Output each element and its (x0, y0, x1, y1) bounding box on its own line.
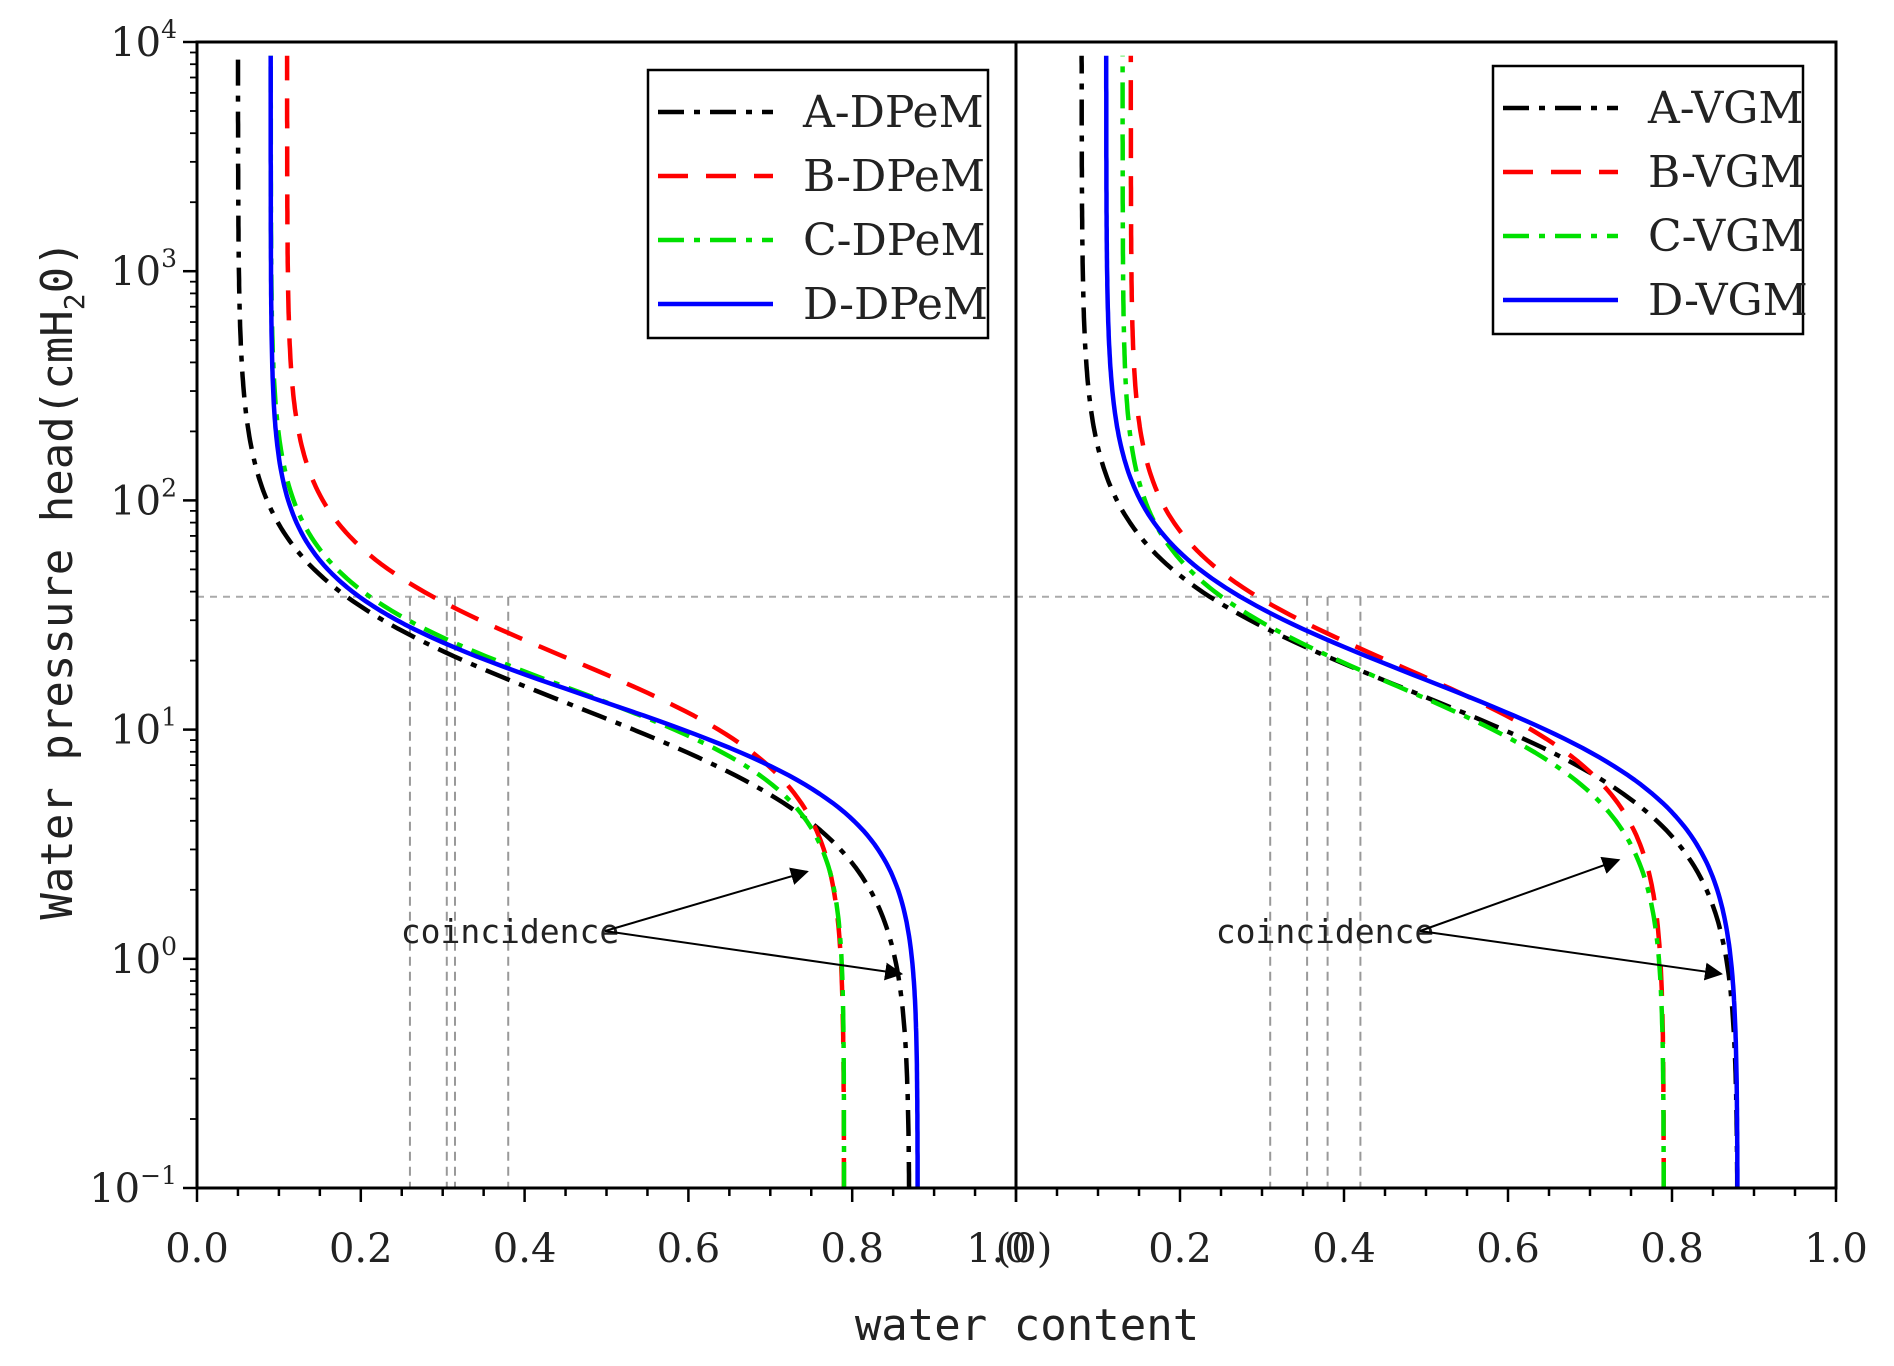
y-tick-label: 103 (110, 244, 177, 295)
legend-label-b-dpem: B-DPeM (803, 151, 985, 202)
legend-box (646, 68, 990, 340)
legend-label-d-vgm: D-VGM (1648, 275, 1808, 326)
x-tick-label: (0) (996, 1226, 1053, 1272)
series-line-a-vgm (1079, 55, 1740, 1188)
x-tick-label: 0.4 (493, 1226, 557, 1272)
x-axis-title: water content (855, 1300, 1199, 1351)
x-tick-label: 0.8 (1640, 1226, 1704, 1272)
annotation-arrow-2 (604, 930, 904, 981)
legend-label-a-dpem: A-DPeM (802, 87, 984, 138)
legend-box (1491, 64, 1805, 336)
annotation-arrow-2 (1419, 930, 1723, 981)
annotation-coincidence: coincidence (1216, 912, 1435, 951)
series-line-d-vgm (1103, 55, 1740, 1188)
x-tick-label: 0.2 (329, 1226, 393, 1272)
y-tick-label: 101 (110, 703, 177, 754)
x-tick-label: 1.0 (966, 1226, 1030, 1272)
annotation-arrow-1 (1419, 856, 1621, 932)
series-line-b-dpem (284, 55, 847, 1188)
y-tick-label: 10−1 (89, 1161, 177, 1212)
series-line-c-vgm (1120, 55, 1666, 1188)
x-tick-label: 0.6 (657, 1226, 721, 1272)
x-tick-label: 0.8 (820, 1226, 884, 1272)
x-tick-label: 0.0 (165, 1226, 229, 1272)
y-tick-label: 104 (110, 15, 177, 66)
series-line-d-dpem (268, 55, 920, 1188)
x-tick-label: 1.0 (1804, 1226, 1868, 1272)
legend-label-b-vgm: B-VGM (1648, 147, 1805, 198)
legend-label-a-vgm: A-VGM (1647, 83, 1803, 134)
annotation-arrow-1 (604, 867, 809, 932)
legend-label-c-dpem: C-DPeM (803, 215, 986, 266)
left-plot-panel: 0.0 0.2 0.4 0.6 0.8 1.0 104 103 102 101 100 10−1 coi… (89, 15, 1030, 1272)
x-tick-label: 0.6 (1476, 1226, 1540, 1272)
series-line-b-vgm (1128, 55, 1666, 1188)
y-axis-title: Water pressure head(cmH20) (32, 240, 91, 919)
x-tick-label: 0.4 (1312, 1226, 1376, 1272)
y-tick-label: 102 (110, 473, 177, 524)
x-tick-label: 0.2 (1148, 1226, 1212, 1272)
y-tick-label: 100 (110, 932, 177, 983)
annotation-coincidence: coincidence (401, 912, 620, 951)
legend-label-c-vgm: C-VGM (1648, 211, 1805, 262)
legend-label-d-dpem: D-DPeM (803, 279, 988, 330)
right-plot-panel: (0) 0.2 0.4 0.6 0.8 1.0 coincidence A-VGM B-VGM C… (996, 40, 1868, 1272)
